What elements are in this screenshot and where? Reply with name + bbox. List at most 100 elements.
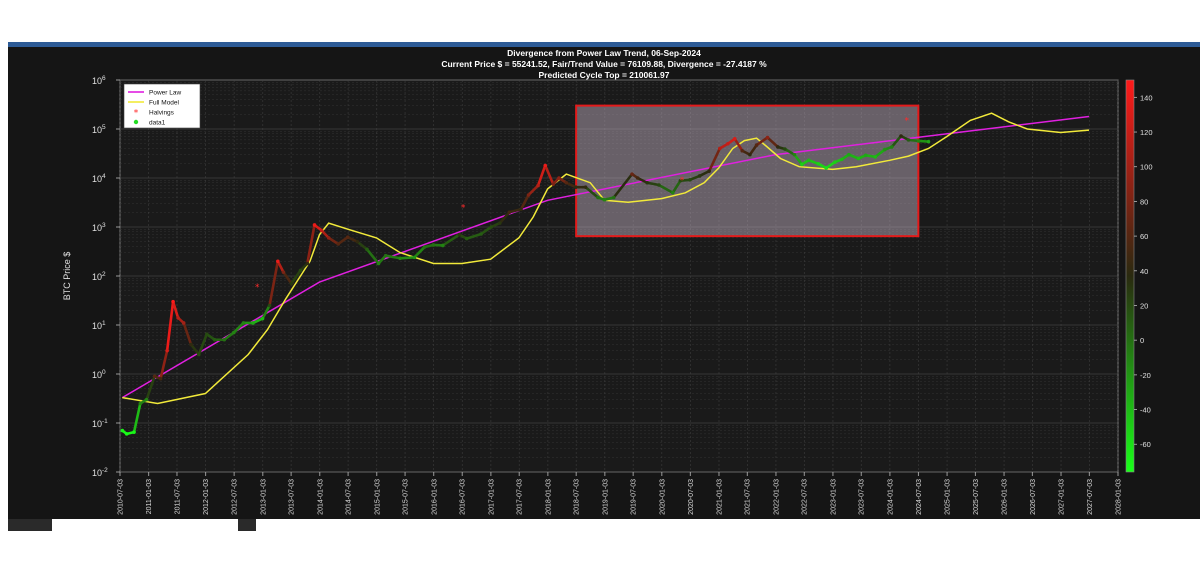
colorbar-tick-label-1: 120 xyxy=(1140,128,1153,137)
price-point xyxy=(889,145,894,149)
colorbar-gradient xyxy=(1125,79,1135,473)
legend-swatch-halvings: * xyxy=(134,109,139,119)
price-segment xyxy=(165,300,175,352)
price-point xyxy=(376,261,381,266)
price-segment xyxy=(327,236,340,246)
price-point xyxy=(688,177,692,182)
x-tick-label-8: 2014-07-03 xyxy=(346,479,353,515)
price-point xyxy=(926,139,931,144)
price-point xyxy=(289,281,294,286)
price-segment xyxy=(222,331,236,342)
price-point xyxy=(383,253,388,258)
x-tick-label-5: 2013-01-03 xyxy=(260,479,267,515)
price-point xyxy=(507,210,512,215)
x-tick-label-21: 2021-01-03 xyxy=(716,479,723,515)
chart-svg: Divergence from Power Law Trend, 06-Sep-… xyxy=(62,48,1153,515)
colorbar-tick-label-6: 20 xyxy=(1140,301,1148,310)
price-segment xyxy=(783,147,796,156)
price-segment xyxy=(384,254,402,260)
legend-swatch-data1 xyxy=(133,119,139,125)
x-tick-label-9: 2015-01-03 xyxy=(374,479,381,515)
price-segment xyxy=(182,321,193,346)
price-segment xyxy=(171,300,180,320)
x-tick-label-13: 2017-01-03 xyxy=(488,479,495,515)
price-point xyxy=(241,321,246,325)
price-point xyxy=(171,299,175,304)
x-tick-label-22: 2021-07-03 xyxy=(745,479,752,515)
highlight-box xyxy=(575,104,920,238)
price-point xyxy=(551,182,556,186)
price-point xyxy=(355,239,360,244)
x-tick-label-27: 2024-01-03 xyxy=(887,479,894,515)
x-tick-label-12: 2016-07-03 xyxy=(460,479,467,515)
price-point xyxy=(602,197,607,202)
price-point xyxy=(398,256,402,261)
colorbar-tick-label-2: 100 xyxy=(1140,163,1153,172)
price-point xyxy=(281,270,286,274)
price-point xyxy=(326,236,331,240)
price-point xyxy=(792,152,797,157)
price-point xyxy=(132,430,136,434)
price-point xyxy=(732,137,737,141)
y-axis: 10-2 10-1 100 101 102 103 104 105 106 xyxy=(92,75,120,478)
y-tick-label-2: 100 xyxy=(92,369,106,380)
price-point xyxy=(816,161,821,166)
title-line-2: Current Price $ = 55241.52, Fair/Trend V… xyxy=(441,59,767,69)
legend-label-data1: data1 xyxy=(149,120,166,127)
x-tick-label-32: 2026-07-03 xyxy=(1030,479,1037,515)
price-point xyxy=(319,228,324,233)
price-point xyxy=(124,432,129,436)
price-point xyxy=(144,397,149,402)
price-point xyxy=(899,134,903,138)
y-tick-label-6: 104 xyxy=(92,173,106,184)
price-point xyxy=(189,342,193,347)
price-point xyxy=(365,247,369,252)
x-tick-label-29: 2025-01-03 xyxy=(945,479,952,515)
price-point xyxy=(557,176,561,180)
price-segment xyxy=(890,134,903,149)
x-tick-label-25: 2023-01-03 xyxy=(830,479,837,515)
price-point xyxy=(833,160,837,165)
price-point xyxy=(260,316,265,321)
price-segment xyxy=(793,153,804,166)
halving-marker: * xyxy=(905,116,910,126)
y-tick-label-0: 10-2 xyxy=(92,467,108,478)
price-point xyxy=(536,183,540,188)
price-point xyxy=(765,135,770,140)
price-point xyxy=(882,147,887,152)
price-point xyxy=(906,138,911,142)
x-tick-label-30: 2025-07-03 xyxy=(973,479,980,515)
y-tick-label-5: 103 xyxy=(92,222,106,233)
price-point xyxy=(336,242,341,246)
colorbar-tick-label-5: 40 xyxy=(1140,267,1148,276)
price-point xyxy=(431,243,436,247)
price-segment xyxy=(527,184,540,197)
price-point xyxy=(204,332,209,336)
window-top-bar xyxy=(8,42,1200,47)
x-tick-label-33: 2027-01-03 xyxy=(1059,479,1066,515)
price-segment xyxy=(261,304,271,320)
title-line-3: Predicted Cycle Top = 210061.97 xyxy=(539,70,670,80)
price-point xyxy=(441,243,445,248)
price-segment xyxy=(398,256,416,260)
x-tick-label-16: 2018-07-03 xyxy=(574,479,581,515)
colorbar: 140 120 100 80 60 40 20 0 -20 -40 -60 xyxy=(1125,79,1153,473)
price-segment xyxy=(336,235,350,246)
price-point xyxy=(717,146,722,151)
price-segment xyxy=(356,240,369,251)
x-tick-label-14: 2017-07-03 xyxy=(517,479,524,515)
colorbar-tick-label-0: 140 xyxy=(1140,93,1153,102)
colorbar-tick-label-7: 0 xyxy=(1140,336,1144,345)
price-segment xyxy=(645,181,661,187)
price-point xyxy=(519,207,523,212)
series-group: * * * * xyxy=(120,112,1090,436)
colorbar-tick-label-3: 80 xyxy=(1140,197,1148,206)
price-segment xyxy=(508,207,523,214)
price-point xyxy=(138,401,143,406)
price-segment xyxy=(132,402,142,434)
x-tick-label-0: 2010-07-03 xyxy=(118,479,125,515)
price-point xyxy=(158,376,163,381)
price-segment xyxy=(145,374,156,401)
price-point xyxy=(305,261,310,266)
bottom-strip-dark-mid xyxy=(238,519,256,531)
